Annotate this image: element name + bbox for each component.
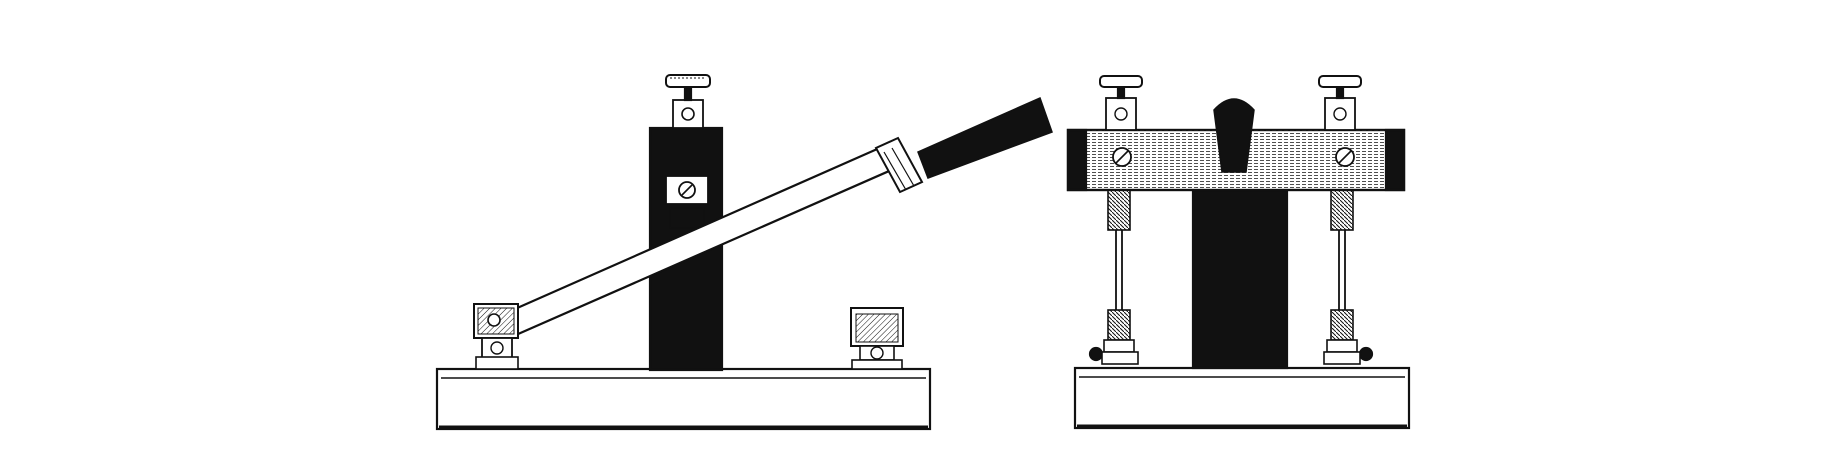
side-view	[435, 74, 1053, 431]
side-lever-blade	[473, 96, 1053, 344]
side-base-board	[435, 367, 932, 431]
end-view	[1066, 75, 1411, 430]
side-top-binding-post	[665, 74, 711, 129]
end-pillar	[1191, 188, 1289, 370]
end-right-threaded-rod	[1323, 189, 1374, 365]
side-hinge-clip	[475, 337, 519, 370]
end-base-board	[1073, 366, 1411, 430]
end-handle-knob	[1213, 98, 1255, 173]
end-right-binding-post	[1318, 75, 1362, 131]
side-contact-block	[850, 307, 904, 370]
end-left-binding-post	[1099, 75, 1143, 131]
end-left-threaded-rod	[1088, 189, 1139, 365]
